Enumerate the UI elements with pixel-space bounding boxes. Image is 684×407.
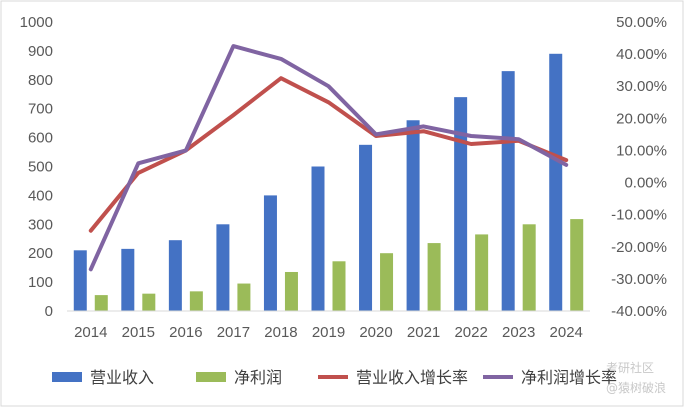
bar-revenue-2017 — [216, 224, 230, 311]
left-tick-label: 900 — [28, 43, 53, 60]
right-tick-label: 50.00% — [616, 14, 667, 31]
bar-net-profit-2015 — [142, 293, 156, 311]
legend-label: 净利润增长率 — [521, 368, 617, 387]
bar-revenue-2019 — [311, 166, 325, 311]
line-revenue-growth — [88, 76, 569, 233]
left-tick-label: 0 — [45, 303, 53, 320]
x-tick-label: 2017 — [217, 324, 250, 341]
right-tick-label: -20.00% — [611, 239, 667, 256]
x-tick-label: 2021 — [407, 324, 440, 341]
bar-revenue-2016 — [168, 240, 182, 311]
right-tick-label: 40.00% — [616, 46, 667, 63]
bar-revenue-2015 — [121, 248, 135, 311]
x-tick-label: 2015 — [122, 324, 155, 341]
x-tick-label: 2022 — [454, 324, 487, 341]
right-axis-ticks: -40.00% -30.00% -20.00% -10.00% 0.00% 10.00% 2… — [611, 14, 667, 320]
bar-net-profit-2022 — [475, 234, 489, 311]
bar-net-profit-2021 — [427, 243, 441, 311]
legend-label: 营业收入增长率 — [356, 368, 468, 387]
right-tick-label: 30.00% — [616, 78, 667, 95]
bar-revenue-2021 — [406, 120, 420, 311]
legend-label: 净利润 — [234, 368, 282, 387]
watermark: 考研社区 @猿树破浪 — [606, 360, 666, 395]
left-tick-label: 800 — [28, 72, 53, 89]
x-tick-label: 2018 — [264, 324, 297, 341]
legend: 营业收入 净利润 营业收入增长率 净利润增长率 — [52, 368, 617, 387]
left-tick-label: 400 — [28, 187, 53, 204]
bar-revenue-2020 — [359, 144, 373, 311]
bar-net-profit-2016 — [189, 291, 203, 311]
x-tick-label: 2016 — [169, 324, 202, 341]
right-tick-label: 20.00% — [616, 110, 667, 127]
bar-net-profit-2014 — [94, 295, 108, 311]
bar-net-profit-2019 — [332, 261, 346, 311]
bar-net-profit-2020 — [380, 253, 394, 311]
bar-net-profit-2017 — [237, 283, 251, 311]
left-tick-label: 300 — [28, 216, 53, 233]
watermark-line2: @猿树破浪 — [606, 380, 666, 395]
right-tick-label: 0.00% — [624, 175, 667, 192]
bar-net-profit-2024 — [570, 219, 584, 311]
x-tick-label: 2019 — [312, 324, 345, 341]
bar-revenue-2022 — [454, 97, 468, 311]
left-tick-label: 600 — [28, 130, 53, 147]
bar-revenue-2023 — [501, 71, 515, 311]
legend-label: 营业收入 — [90, 368, 154, 387]
right-tick-label: 10.00% — [616, 142, 667, 159]
bar-series-group — [73, 53, 584, 311]
left-tick-label: 200 — [28, 245, 53, 262]
right-tick-label: -30.00% — [611, 271, 667, 288]
line-net-profit-growth — [88, 44, 569, 272]
legend-swatch — [52, 372, 82, 382]
bar-revenue-2018 — [263, 195, 277, 311]
x-tick-label: 2023 — [502, 324, 535, 341]
legend-swatch — [196, 372, 226, 382]
line-series-group — [88, 44, 569, 272]
x-tick-label: 2020 — [359, 324, 392, 341]
x-tick-label: 2014 — [74, 324, 107, 341]
bar-net-profit-2023 — [522, 224, 536, 311]
bar-revenue-2014 — [73, 250, 87, 311]
left-tick-label: 100 — [28, 274, 53, 291]
left-tick-label: 1000 — [20, 14, 53, 31]
x-axis-ticks: 2014 2015 2016 2017 2018 2019 2020 2021 2022 2023… — [74, 324, 583, 341]
right-tick-label: -10.00% — [611, 207, 667, 224]
left-tick-label: 700 — [28, 101, 53, 118]
right-tick-label: -40.00% — [611, 303, 667, 320]
left-tick-label: 500 — [28, 159, 53, 176]
x-tick-label: 2024 — [550, 324, 583, 341]
bar-revenue-2024 — [549, 53, 563, 311]
watermark-line1: 考研社区 — [606, 360, 654, 375]
bar-net-profit-2018 — [284, 271, 298, 311]
left-axis-ticks: 0 100 200 300 400 500 600 700 800 900 1000 — [20, 14, 53, 320]
